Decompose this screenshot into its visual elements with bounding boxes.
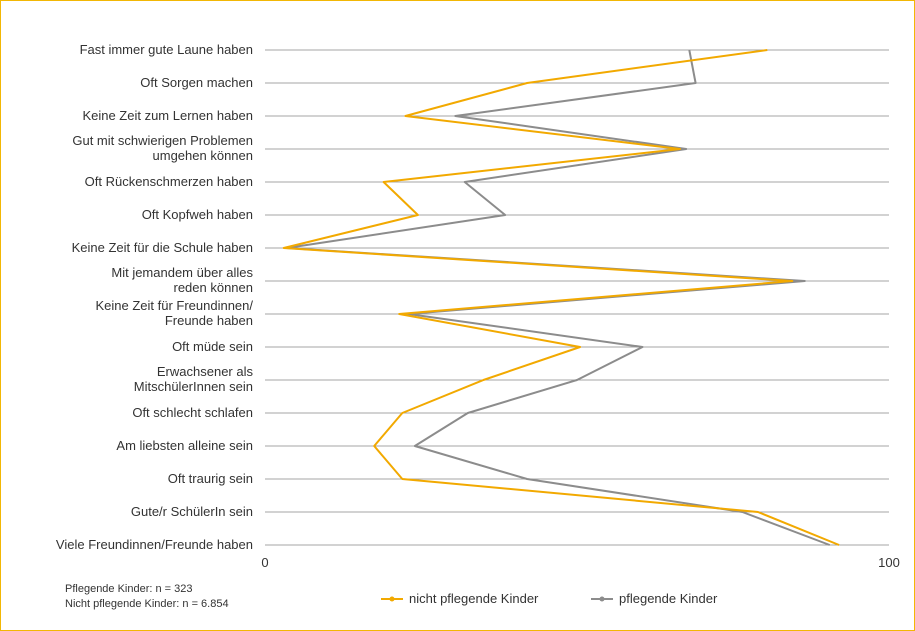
legend-label: pflegende Kinder: [619, 591, 718, 606]
category-label-line: Freunde haben: [165, 313, 253, 328]
legend: nicht pflegende Kinder pflegende Kinder: [381, 591, 718, 606]
category-label: Keine Zeit zum Lernen haben: [82, 108, 253, 123]
category-label: Gut mit schwierigen Problemen umgehen kön…: [72, 133, 253, 163]
category-label: Erwachsener als MitschülerInnen sein: [134, 364, 254, 394]
category-label: Oft traurig sein: [168, 471, 253, 486]
category-label-line: Mit jemandem über alles: [111, 265, 253, 280]
category-label: Keine Zeit für die Schule haben: [72, 240, 253, 255]
category-label-line: Keine Zeit für Freundinnen/: [95, 298, 253, 313]
gridlines: [265, 49, 889, 546]
category-label-line: umgehen können: [153, 148, 253, 163]
x-tick-label: 0: [261, 555, 268, 570]
series-lines: [282, 49, 840, 546]
category-label-line: MitschülerInnen sein: [134, 379, 253, 394]
category-label: Oft Sorgen machen: [140, 75, 253, 90]
category-label: Oft schlecht schlafen: [132, 405, 253, 420]
x-axis-ticks: 0 100: [261, 555, 899, 570]
series-line-nicht-pflegende-kinder: [282, 49, 840, 546]
category-label: Am liebsten alleine sein: [116, 438, 253, 453]
category-label: Oft müde sein: [172, 339, 253, 354]
series-line-pflegende-kinder: [285, 49, 831, 546]
category-label: Oft Kopfweh haben: [142, 207, 253, 222]
category-label-line: Gut mit schwierigen Problemen: [72, 133, 253, 148]
category-label: Keine Zeit für Freundinnen/Freunde haben: [95, 298, 253, 328]
category-label: Oft Rückenschmerzen haben: [85, 174, 253, 189]
sample-size-note-caregiving: Pflegende Kinder: n = 323: [65, 583, 193, 595]
category-label: Fast immer gute Laune haben: [80, 42, 253, 57]
category-label: Gute/r SchülerIn sein: [131, 504, 253, 519]
sample-size-note-non-caregiving: Nicht pflegende Kinder: n = 6.854: [65, 598, 229, 610]
category-labels: Fast immer gute Laune haben Oft Sorgen ma…: [56, 42, 254, 552]
legend-marker: [599, 596, 605, 602]
category-label-line: reden können: [173, 280, 253, 295]
category-label: Viele Freundinnen/Freunde haben: [56, 537, 253, 552]
category-label-line: Erwachsener als: [157, 364, 254, 379]
category-label: Mit jemandem über alles reden können: [111, 265, 253, 295]
x-tick-label: 100: [878, 555, 900, 570]
legend-label: nicht pflegende Kinder: [409, 591, 539, 606]
legend-marker: [389, 596, 395, 602]
